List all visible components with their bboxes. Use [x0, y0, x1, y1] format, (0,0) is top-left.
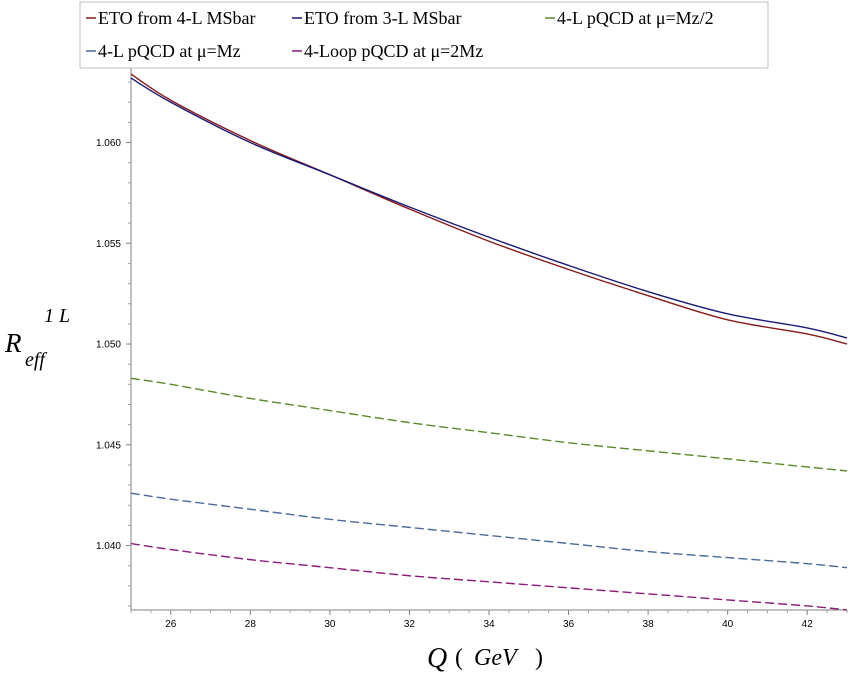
plot-frame: [130, 68, 847, 611]
y-tick-label: 1.060: [96, 138, 121, 149]
legend-label-1: ETO from 4-L MSbar: [98, 8, 255, 28]
y-axis-main: R: [4, 328, 22, 358]
x-tick-label: 28: [245, 619, 257, 630]
legend: ETO from 4-L MSbar ETO from 3-L MSbar 4-L …: [79, 1, 769, 69]
y-tick-label: 1.045: [96, 440, 121, 451]
series-line-3: [130, 377, 848, 472]
x-tick-label: 32: [404, 619, 416, 630]
y-tick-label: 1.040: [96, 541, 121, 552]
x-tick-label: 30: [324, 619, 336, 630]
legend-label-2: ETO from 3-L MSbar: [304, 8, 461, 28]
legend-label-5: 4-Loop pQCD at μ=2Mz: [304, 41, 483, 61]
y-axis-subscript: eff: [25, 349, 47, 371]
x-axis-open-paren: (: [455, 645, 463, 671]
series-line-2: [130, 77, 848, 339]
x-tick-label: 42: [802, 619, 814, 630]
x-axis-title: Q ( GeV ): [427, 643, 543, 674]
x-axis-close-paren: ): [535, 645, 543, 671]
tick-layer: 26 28 30 32 34 36 38 40 42 1.040 1.045 1.050 1.055 1.…: [96, 81, 848, 630]
series-line-1: [130, 73, 848, 345]
x-tick-label: 34: [483, 619, 495, 630]
x-tick-label: 38: [643, 619, 655, 630]
x-tick-label: 40: [722, 619, 734, 630]
y-tick-label: 1.050: [96, 340, 121, 351]
x-axis-main: Q: [427, 643, 447, 674]
legend-label-3: 4-L pQCD at μ=Mz/2: [557, 8, 714, 28]
series-layer: [130, 73, 848, 611]
legend-label-4: 4-L pQCD at μ=Mz: [98, 41, 241, 61]
y-axis-title: R eff 1 L: [4, 305, 70, 371]
x-axis-unit: GeV: [474, 645, 519, 671]
y-axis-superscript: 1 L: [44, 305, 70, 327]
series-line-5: [130, 542, 848, 611]
series-line-4: [130, 492, 848, 569]
x-tick-label: 36: [563, 619, 575, 630]
y-tick-label: 1.055: [96, 239, 121, 250]
x-tick-label: 26: [165, 619, 177, 630]
legend-box: [79, 1, 769, 69]
